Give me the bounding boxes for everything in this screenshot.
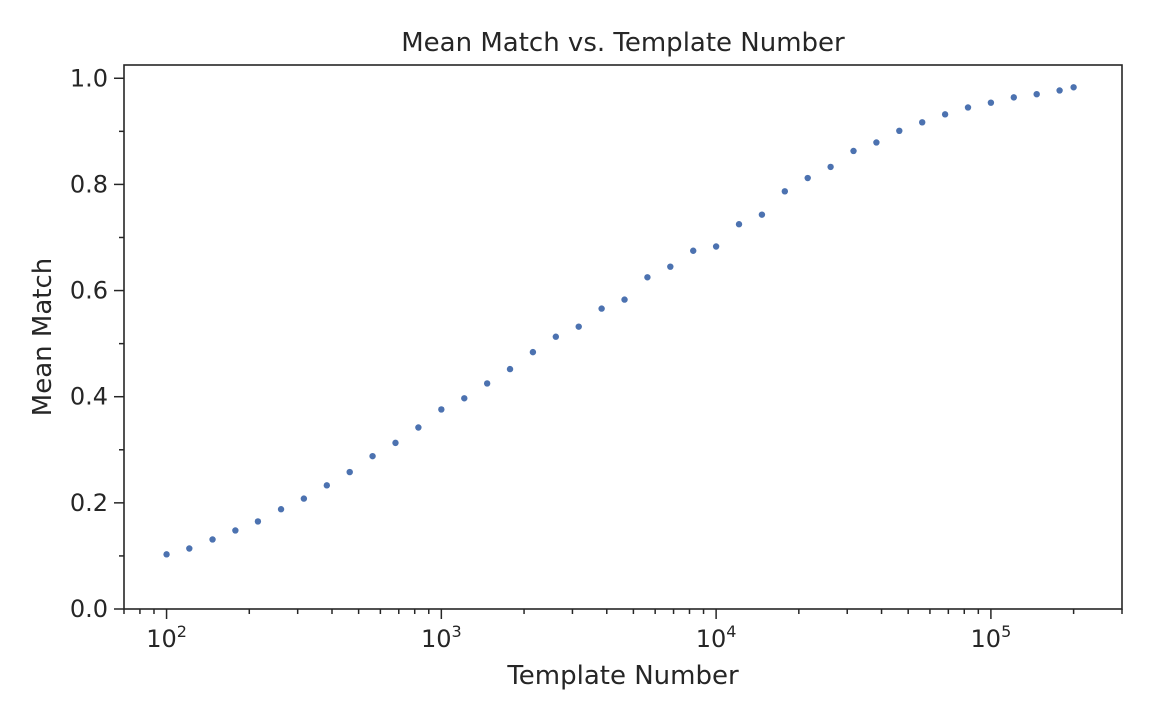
data-point [415, 424, 422, 431]
x-tick-base: 10 [696, 625, 727, 653]
data-point [483, 380, 491, 387]
x-tick-exponent: 3 [452, 622, 462, 641]
x-tick-base: 10 [146, 625, 177, 653]
y-tick-label: 0.4 [70, 383, 108, 411]
chart-title: Mean Match vs. Template Number [401, 28, 845, 58]
data-point [941, 111, 949, 118]
y-tick-label: 0.6 [70, 277, 108, 305]
data-point [712, 243, 720, 250]
data-point [735, 221, 743, 228]
data-point [896, 127, 903, 135]
y-tick-label: 0.0 [70, 595, 108, 623]
data-point [964, 104, 972, 111]
y-tick-label: 1.0 [70, 64, 108, 92]
data-point [758, 211, 766, 218]
data-point [438, 406, 445, 413]
data-point [529, 348, 537, 356]
data-point [1056, 87, 1063, 94]
x-axis-label: Template Number [506, 661, 739, 691]
data-point [254, 518, 262, 525]
data-point [186, 545, 193, 552]
data-point [644, 274, 651, 281]
x-tick-label: 103 [421, 622, 462, 653]
y-axis-label: Mean Match [28, 258, 58, 416]
plot-frame [123, 64, 1123, 610]
data-point [575, 323, 582, 330]
data-point [300, 495, 308, 502]
data-point [209, 536, 216, 543]
data-point [827, 163, 834, 171]
data-point [919, 119, 926, 126]
data-point [667, 263, 674, 270]
data-point [987, 99, 995, 106]
data-point [1010, 94, 1017, 101]
data-point [277, 506, 285, 513]
y-tick-label: 0.2 [70, 489, 108, 517]
data-point [369, 452, 376, 460]
data-point [552, 333, 560, 340]
data-point [781, 188, 789, 195]
y-tick-label: 0.8 [70, 170, 108, 198]
x-tick-exponent: 5 [1001, 622, 1011, 641]
data-point [323, 482, 331, 489]
x-tick-label: 102 [146, 622, 187, 653]
data-point [461, 395, 468, 402]
y-axis-ticks: 0.0 0.2 0.4 0.6 0.8 1.0 [70, 64, 124, 623]
data-point [690, 247, 697, 254]
data-point [1070, 84, 1077, 91]
data-point [850, 147, 857, 155]
x-tick-base: 10 [971, 625, 1002, 653]
x-tick-label: 105 [971, 622, 1012, 653]
data-point [873, 139, 880, 146]
data-point [163, 551, 170, 558]
data-point [346, 468, 353, 476]
x-tick-label: 104 [696, 622, 737, 653]
x-tick-base: 10 [421, 625, 452, 653]
data-point [232, 527, 239, 534]
data-point [392, 439, 399, 447]
data-point [598, 305, 605, 312]
x-tick-exponent: 4 [726, 622, 736, 641]
data-point [804, 174, 811, 182]
data-point [1033, 90, 1040, 98]
data-points [163, 84, 1077, 558]
data-point [621, 296, 628, 303]
x-tick-exponent: 2 [177, 622, 187, 641]
x-axis-ticks: 102 103 104 105 [123, 609, 1123, 653]
data-point [506, 365, 514, 373]
